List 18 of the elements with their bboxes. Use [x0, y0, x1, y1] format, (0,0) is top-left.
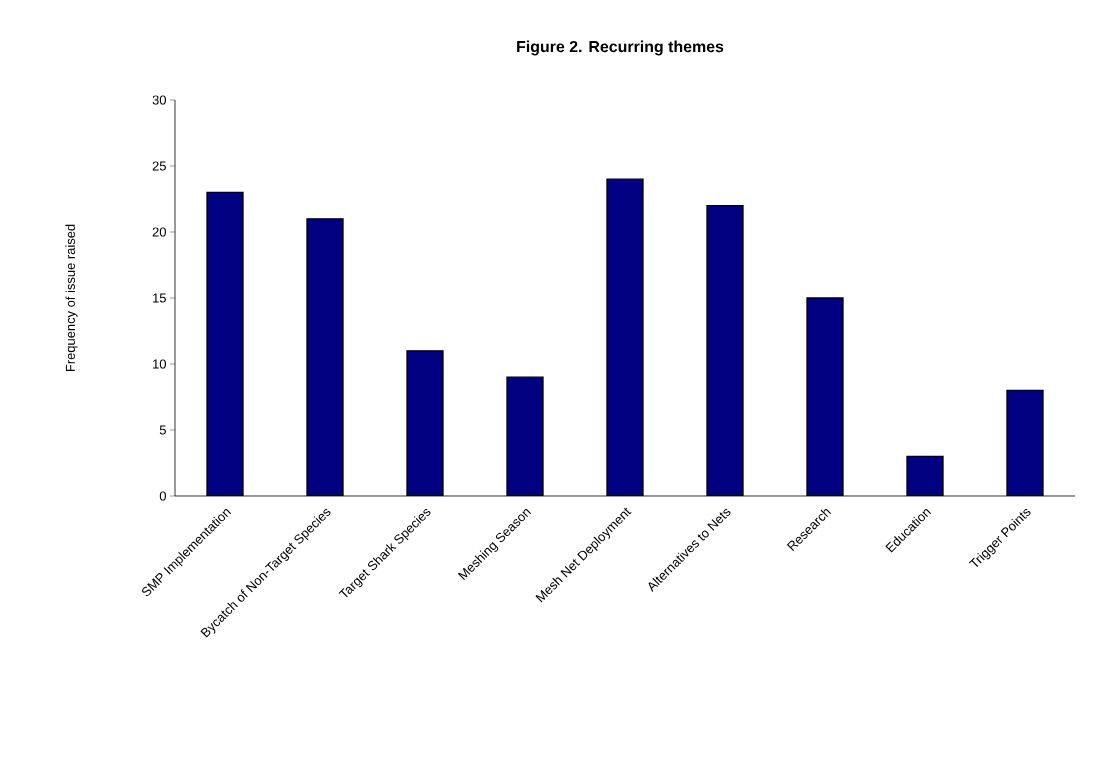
bar [306, 218, 344, 496]
y-tick-label: 0 [159, 491, 166, 501]
y-axis-title: Frequency of issue raised [65, 224, 78, 372]
y-tick-label: 5 [159, 425, 166, 435]
chart-title: Figure 2. Recurring themes [517, 40, 724, 56]
y-tick-label: 30 [152, 95, 166, 105]
y-tick-label: 20 [152, 227, 166, 237]
bar [506, 376, 544, 496]
bar [706, 204, 744, 496]
y-tick-label: 25 [152, 161, 166, 171]
bar [406, 350, 444, 496]
bar [206, 191, 244, 496]
bar [806, 297, 844, 496]
bar [906, 455, 944, 496]
y-tick-label: 10 [153, 359, 166, 369]
bar [606, 178, 644, 496]
bar [1006, 389, 1044, 496]
y-tick-label: 15 [153, 293, 166, 303]
